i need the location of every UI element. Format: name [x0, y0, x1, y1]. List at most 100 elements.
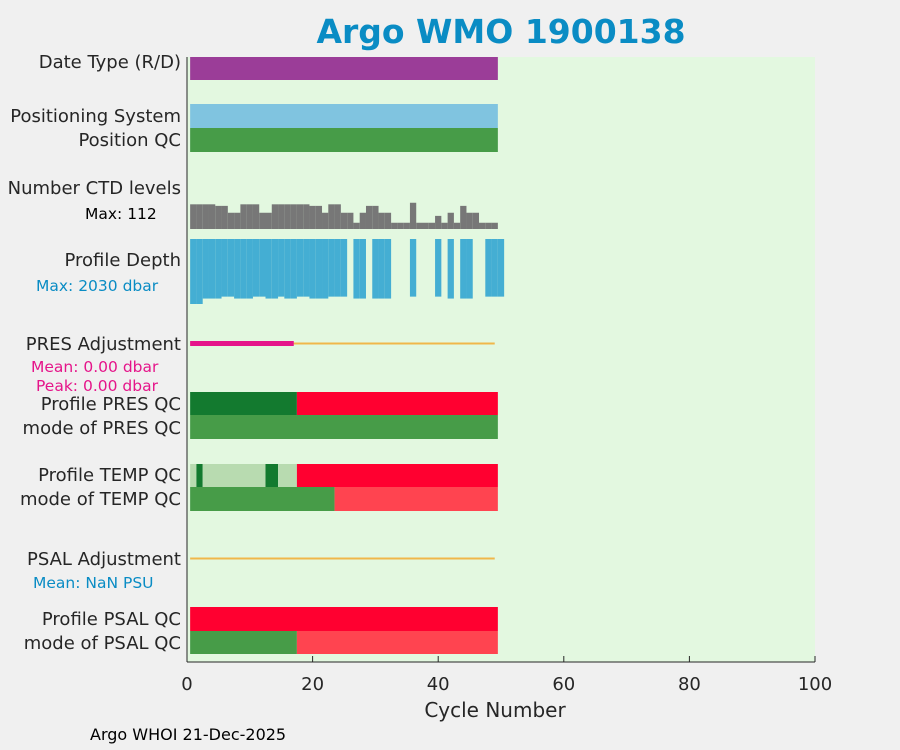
ctd-levels-bar-22 — [322, 212, 329, 229]
ctd-levels-bar-9 — [240, 204, 247, 229]
profile-depth-bar-24 — [334, 239, 341, 297]
profile-depth-bar-28 — [359, 239, 366, 299]
profile-depth-bar-40 — [435, 239, 442, 297]
ctd-levels-bar-37 — [416, 222, 423, 229]
ctd-levels-bar-40 — [435, 215, 442, 229]
label-profile-psal-qc: Profile PSAL QC — [41, 609, 181, 630]
profile-depth-bar-12 — [259, 239, 266, 297]
ctd-levels-bar-12 — [259, 212, 266, 229]
ctd-levels-bar-44 — [460, 205, 467, 229]
label-psal-adjustment: PSAL Adjustment — [26, 549, 181, 570]
ctd-levels-bar-19 — [303, 204, 310, 229]
ctd-levels-bar-10 — [246, 204, 253, 229]
segment-position_qc-2 — [190, 128, 498, 152]
ctd-levels-bar-14 — [271, 204, 279, 229]
ctd-levels-bar-26 — [347, 212, 354, 229]
profile-depth-bar-49 — [491, 239, 498, 297]
ctd-levels-bar-23 — [328, 204, 335, 229]
segment-profile_pres_qc-4 — [296, 392, 498, 415]
profile-depth-bar-14 — [271, 239, 279, 299]
plot-background — [187, 57, 815, 662]
ctd-levels-bar-35 — [403, 222, 410, 229]
segment-profile_temp_qc-7 — [196, 464, 203, 487]
ctd-levels-bar-17 — [290, 204, 297, 229]
x-axis-label: Cycle Number — [424, 698, 566, 722]
profile-depth-bar-22 — [322, 239, 329, 299]
profile-depth-bar-9 — [240, 239, 247, 299]
profile-depth-bar-30 — [372, 239, 379, 299]
segment-mode_psal_qc-16 — [296, 631, 498, 654]
profile-depth-bar-10 — [246, 239, 253, 299]
ctd-levels-bar-24 — [334, 204, 341, 229]
x-tick-label-20: 20 — [301, 674, 324, 695]
profile-depth-bar-17 — [290, 239, 297, 299]
profile-depth-bar-50 — [497, 239, 505, 297]
profile-depth-bar-45 — [466, 239, 473, 299]
ctd-levels-bar-18 — [296, 204, 304, 229]
psal-adjustment-mean: Mean: NaN PSU — [33, 574, 154, 592]
ctd-levels-bar-1 — [190, 204, 197, 229]
profile-depth-bar-44 — [460, 239, 467, 299]
ctd-levels-bar-4 — [208, 204, 216, 229]
footer-credit: Argo WHOI 21-Dec-2025 — [90, 725, 287, 744]
ctd-levels-bar-32 — [384, 212, 392, 229]
profile-depth-bar-42 — [447, 239, 454, 299]
ctd-levels-bar-39 — [428, 222, 436, 229]
ctd-levels-bar-6 — [221, 205, 228, 229]
profile-depth-bar-6 — [221, 239, 228, 297]
ctd-levels-bar-42 — [447, 212, 454, 229]
profile-depth-bar-19 — [303, 239, 310, 297]
label-mode-pres-qc: mode of PRES QC — [22, 418, 181, 439]
profile-depth-bar-4 — [208, 239, 216, 299]
ctd-levels-bar-34 — [397, 222, 404, 229]
ctd-levels-bar-25 — [340, 212, 348, 229]
label-positioning-system: Positioning System — [10, 106, 181, 127]
label-pres-adjustment: PRES Adjustment — [25, 334, 181, 355]
segment-profile_temp_qc-10 — [278, 464, 297, 487]
profile-depth-bar-3 — [202, 239, 209, 299]
label-profile-temp-qc: Profile TEMP QC — [38, 465, 181, 486]
profile-depth-bar-1 — [190, 239, 197, 304]
x-tick-label-40: 40 — [427, 674, 450, 695]
ctd-levels-bar-2 — [196, 204, 203, 229]
ctd-levels-bar-47 — [479, 222, 486, 229]
profile-depth-bar-16 — [284, 239, 291, 299]
segment-profile_pres_qc-3 — [190, 392, 297, 415]
ctd-levels-bar-21 — [315, 205, 323, 229]
ctd-levels-bar-8 — [234, 212, 241, 229]
x-tick-label-80: 80 — [678, 674, 701, 695]
label-mode-temp-qc: mode of TEMP QC — [19, 489, 181, 510]
ctd-levels-bar-28 — [359, 212, 366, 229]
profile-depth-bar-8 — [234, 239, 241, 299]
profile-depth-max: Max: 2030 dbar — [36, 277, 159, 295]
ctd-levels-bar-5 — [215, 205, 222, 229]
profile-depth-bar-7 — [227, 239, 235, 297]
ctd-levels-bar-16 — [284, 204, 291, 229]
label-profile-depth: Profile Depth — [64, 250, 181, 271]
profile-depth-bar-48 — [485, 239, 492, 297]
ctd-levels-bar-31 — [378, 212, 385, 229]
ctd-levels-max: Max: 112 — [85, 205, 157, 223]
profile-depth-bar-21 — [315, 239, 323, 299]
segment-profile_temp_qc-11 — [296, 464, 498, 487]
profile-depth-bar-25 — [340, 239, 348, 297]
x-tick-label-60: 60 — [552, 674, 575, 695]
segment-profile_temp_qc-6 — [190, 464, 197, 487]
profile-depth-bar-36 — [409, 239, 417, 297]
label-position-qc: Position QC — [78, 130, 181, 151]
chart-title: Argo WMO 1900138 — [316, 12, 686, 51]
ctd-levels-bar-29 — [365, 205, 373, 229]
ctd-levels-bar-3 — [202, 204, 209, 229]
label-date-type: Date Type (R/D) — [38, 52, 181, 73]
segment-profile_psal_qc-14 — [190, 607, 498, 631]
profile-depth-bar-5 — [215, 239, 222, 299]
segment-mode_temp_qc-12 — [190, 487, 335, 511]
profile-depth-bar-32 — [384, 239, 392, 299]
segment-profile_temp_qc-9 — [265, 464, 279, 487]
segment-positioning-1 — [190, 104, 498, 128]
ctd-levels-bar-33 — [391, 222, 398, 229]
ctd-levels-bar-30 — [372, 205, 379, 229]
ctd-levels-bar-15 — [278, 204, 285, 229]
profile-depth-bar-13 — [265, 239, 272, 299]
